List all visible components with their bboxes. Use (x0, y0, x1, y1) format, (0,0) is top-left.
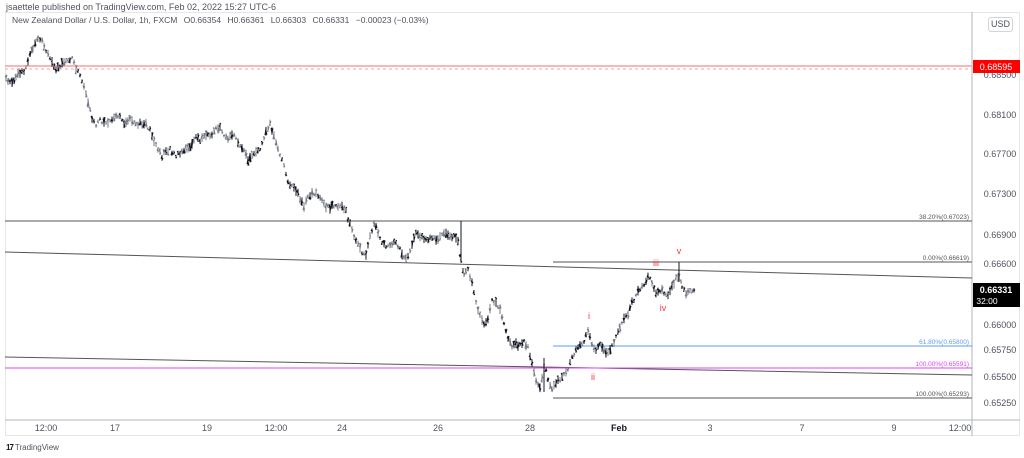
trend-line[interactable] (4, 356, 973, 376)
ohlc-close: C0.66331 (312, 15, 350, 25)
fib-level-label: 100.00%(0.65591) (916, 361, 970, 368)
tradingview-logo[interactable]: 17 TradingView (6, 443, 59, 452)
symbol-description[interactable]: New Zealand Dollar / U.S. Dollar, 1h, FX… (12, 15, 178, 25)
time-tick-label: 24 (337, 423, 347, 433)
time-tick-label: 7 (799, 423, 804, 433)
price-tick-label: 0.67300 (984, 189, 1017, 199)
alert-price-badge[interactable] (973, 60, 1020, 73)
time-tick-label: 19 (202, 423, 212, 433)
trend-lines[interactable] (4, 251, 973, 376)
wave-label: iii (653, 258, 659, 268)
time-tick-label: 26 (433, 423, 443, 433)
time-tick-label: 12:00 (949, 423, 972, 433)
price-tick-label: 0.67700 (984, 149, 1017, 159)
last-price-value: 0.66331 (980, 285, 1013, 295)
time-axis[interactable]: 12:00 17 19 12:00 24 26 28 Feb 3 7 9 12:00 (35, 423, 972, 433)
price-tick-label: 0.65250 (984, 398, 1017, 408)
time-tick-label: 9 (891, 423, 896, 433)
wave-label: i (588, 311, 590, 321)
chart-frame (5, 12, 1020, 436)
time-tick-label: 12:00 (265, 423, 288, 433)
price-bars (4, 35, 696, 393)
chart-legend: New Zealand Dollar / U.S. Dollar, 1h, FX… (12, 15, 433, 25)
trend-line[interactable] (4, 251, 973, 279)
alert-line[interactable] (5, 65, 972, 70)
wave-label: v (677, 246, 682, 256)
fib-level-label: 100.00%(0.65293) (916, 391, 970, 398)
time-tick-label: 28 (525, 423, 535, 433)
price-axis[interactable]: 0.68500 0.68100 0.67700 0.67300 0.66900 0.666… (984, 70, 1017, 408)
ohlc-change: −0.00023 (−0.03%) (355, 15, 429, 25)
currency-badge[interactable]: USD (988, 17, 1014, 32)
wave-label: iv (660, 303, 667, 313)
price-tick-label: 0.65750 (984, 345, 1017, 355)
price-tick-label: 0.66900 (984, 230, 1017, 240)
time-tick-label: 3 (707, 423, 712, 433)
time-tick-label: 17 (110, 423, 120, 433)
ohlc-low: L0.66303 (270, 15, 307, 25)
price-tick-label: 0.68100 (984, 110, 1017, 120)
fib-level-label: 61.80%(0.65800) (919, 339, 969, 346)
bar-countdown: 32:00 (976, 296, 998, 306)
alert-price-value: 0.68595 (980, 62, 1013, 72)
tradingview-mark-icon: 17 (6, 443, 14, 452)
price-tick-label: 0.66000 (984, 320, 1017, 330)
price-tick-label: 0.65500 (984, 372, 1017, 382)
price-tick-label: 0.66600 (984, 259, 1017, 269)
ohlc-open: O0.66354 (183, 15, 222, 25)
price-tick-label: 0.68500 (984, 70, 1017, 80)
last-price-badge[interactable] (973, 283, 1020, 307)
fib-level-label: 38.20%(0.67023) (919, 214, 969, 221)
time-tick-label: Feb (611, 423, 628, 433)
publisher-caption: jsaettele published on TradingView.com, … (6, 2, 276, 12)
fibonacci-levels[interactable]: 38.20%(0.67023) 0.00%(0.66619) 61.80%(0.65… (5, 214, 972, 399)
fib-level-label: 0.00%(0.66619) (923, 255, 969, 262)
ohlc-high: H0.66361 (227, 15, 265, 25)
wave-label: ii (591, 372, 595, 382)
time-tick-label: 12:00 (35, 423, 58, 433)
tradingview-brand: TradingView (14, 443, 59, 452)
